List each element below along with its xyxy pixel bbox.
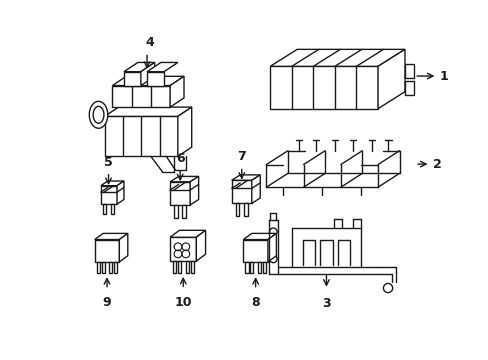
Ellipse shape bbox=[93, 106, 104, 123]
Bar bbox=[250, 262, 253, 274]
Polygon shape bbox=[251, 175, 260, 203]
Bar bbox=[111, 204, 114, 214]
Polygon shape bbox=[178, 107, 191, 156]
Bar bbox=[404, 81, 413, 95]
Text: 5: 5 bbox=[104, 156, 113, 169]
Bar bbox=[103, 204, 106, 214]
Polygon shape bbox=[267, 233, 276, 262]
Bar bbox=[102, 262, 104, 274]
Polygon shape bbox=[170, 76, 183, 107]
Polygon shape bbox=[119, 233, 127, 262]
Bar bbox=[257, 262, 260, 274]
Polygon shape bbox=[147, 72, 163, 86]
Polygon shape bbox=[231, 175, 260, 180]
Bar bbox=[262, 262, 265, 274]
Polygon shape bbox=[243, 233, 276, 239]
Polygon shape bbox=[117, 181, 123, 204]
Ellipse shape bbox=[89, 101, 107, 128]
Text: 1: 1 bbox=[439, 69, 447, 82]
Polygon shape bbox=[190, 176, 198, 205]
Polygon shape bbox=[112, 76, 183, 86]
Bar bbox=[190, 261, 194, 274]
Text: 8: 8 bbox=[251, 296, 260, 309]
Polygon shape bbox=[170, 230, 205, 237]
Bar bbox=[235, 203, 239, 216]
Polygon shape bbox=[101, 181, 123, 186]
Bar bbox=[114, 262, 117, 274]
Bar bbox=[172, 261, 175, 274]
Text: 4: 4 bbox=[144, 36, 153, 49]
Polygon shape bbox=[101, 186, 117, 204]
Bar bbox=[185, 261, 188, 274]
Polygon shape bbox=[95, 239, 119, 262]
Bar bbox=[245, 262, 248, 274]
Polygon shape bbox=[123, 62, 154, 72]
Polygon shape bbox=[270, 49, 404, 66]
Text: 7: 7 bbox=[237, 150, 245, 163]
Polygon shape bbox=[170, 182, 190, 205]
Polygon shape bbox=[95, 233, 127, 239]
Bar bbox=[109, 262, 112, 274]
Polygon shape bbox=[141, 62, 154, 86]
Polygon shape bbox=[196, 230, 205, 261]
Polygon shape bbox=[270, 66, 377, 109]
Text: 10: 10 bbox=[174, 296, 192, 309]
Bar bbox=[182, 205, 186, 218]
Bar bbox=[174, 205, 178, 218]
Polygon shape bbox=[147, 62, 178, 72]
Polygon shape bbox=[123, 72, 141, 86]
Polygon shape bbox=[104, 116, 178, 156]
Polygon shape bbox=[104, 107, 191, 116]
Text: 2: 2 bbox=[432, 158, 441, 171]
Text: 3: 3 bbox=[322, 297, 330, 310]
Bar bbox=[97, 262, 100, 274]
Bar bbox=[404, 64, 413, 78]
Bar bbox=[244, 203, 247, 216]
Bar bbox=[178, 261, 181, 274]
Polygon shape bbox=[170, 237, 196, 261]
Polygon shape bbox=[377, 49, 404, 109]
Polygon shape bbox=[243, 239, 267, 262]
Text: 6: 6 bbox=[176, 152, 184, 165]
Text: 9: 9 bbox=[102, 296, 111, 309]
Polygon shape bbox=[170, 176, 198, 182]
Polygon shape bbox=[112, 86, 170, 107]
Polygon shape bbox=[231, 180, 251, 203]
